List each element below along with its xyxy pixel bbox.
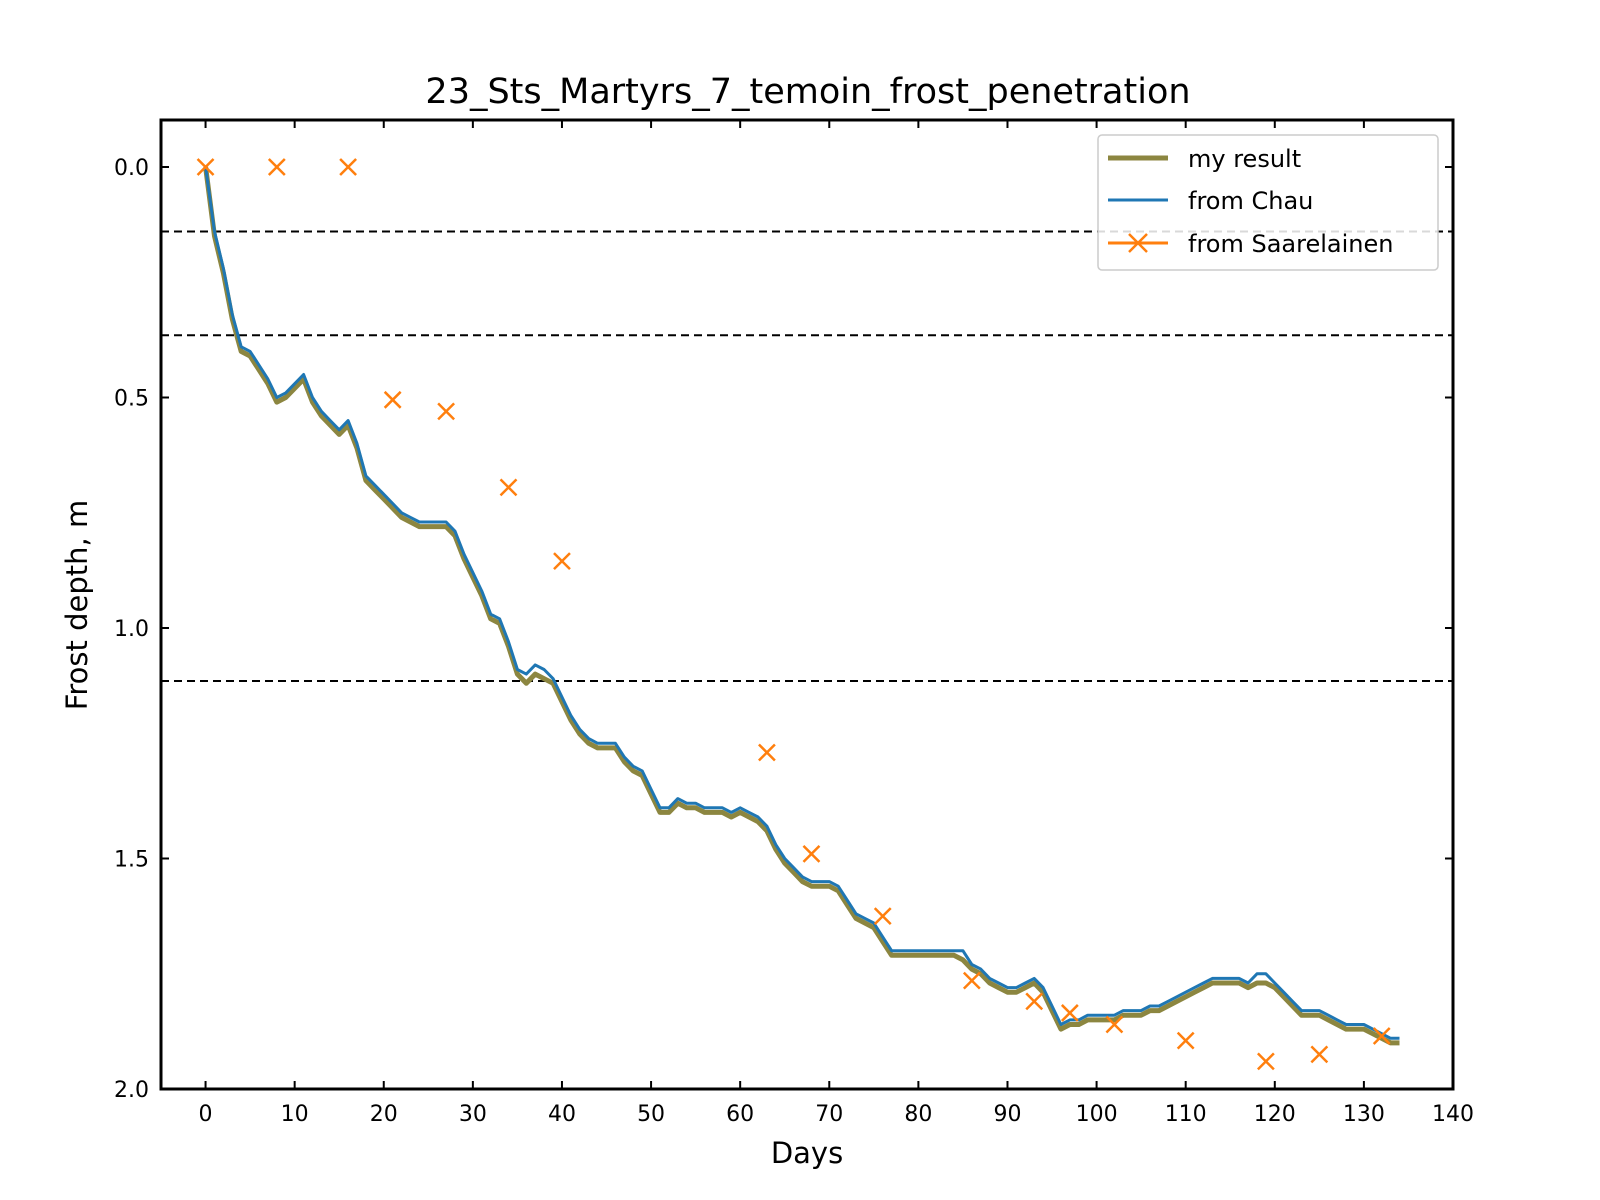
x-axis-title: Days: [771, 1136, 843, 1170]
y-axis: 0.0 0.5 1.0 1.5 2.0: [114, 156, 1453, 1103]
y-tick-label-0: 0.0: [114, 156, 149, 181]
data-point-from-saarelainen-8: [802, 845, 821, 863]
x-tick-label-130: 130: [1343, 1102, 1385, 1127]
data-point-from-saarelainen-6: [553, 552, 571, 571]
x-tick-label-90: 90: [993, 1102, 1021, 1127]
legend-box: [1097, 134, 1439, 271]
data-point-from-saarelainen-9: [873, 907, 892, 926]
data-point-from-saarelainen-7: [758, 743, 776, 762]
x-axis: 0 10 20 30 40 50 60 70 80 90 100 110 120 130 140: [199, 120, 1474, 1127]
series-layer: [196, 158, 1400, 1071]
x-tick-label-140: 140: [1432, 1102, 1474, 1127]
legend: my result from Chau from Saarelainen: [1097, 134, 1439, 271]
x-tick-label-40: 40: [548, 1102, 576, 1127]
data-point-from-saarelainen-16: [1310, 1045, 1329, 1064]
y-tick-label-3: 1.5: [114, 848, 149, 873]
data-point-from-saarelainen-11: [1025, 992, 1044, 1011]
legend-label-from-chau: from Chau: [1188, 187, 1313, 215]
x-tick-label-10: 10: [281, 1102, 309, 1127]
x-tick-label-70: 70: [815, 1102, 843, 1127]
data-point-from-saarelainen-10: [962, 971, 981, 990]
series-line-my-result: [203, 166, 1400, 1046]
data-point-from-saarelainen-17: [1372, 1027, 1391, 1045]
x-tick-label-100: 100: [1076, 1102, 1118, 1127]
x-tick-label-80: 80: [904, 1102, 932, 1127]
legend-label-my-result: my result: [1188, 145, 1301, 173]
data-point-from-saarelainen-3: [383, 390, 402, 409]
data-point-from-saarelainen-14: [1176, 1031, 1195, 1050]
data-point-from-saarelainen-2: [339, 158, 358, 176]
data-point-from-saarelainen-5: [499, 478, 518, 497]
y-tick-label-4: 2.0: [114, 1078, 149, 1103]
y-tick-label-2: 1.0: [114, 617, 149, 642]
x-tick-label-110: 110: [1165, 1102, 1207, 1127]
legend-x-marker-icon: [1128, 233, 1148, 253]
data-point-from-saarelainen-15: [1256, 1052, 1275, 1071]
legend-label-from-saarelainen: from Saarelainen: [1188, 230, 1393, 258]
x-tick-label-60: 60: [726, 1102, 754, 1127]
data-point-from-saarelainen-12: [1060, 1004, 1079, 1022]
data-point-from-saarelainen-0: [196, 158, 215, 176]
x-tick-label-120: 120: [1254, 1102, 1296, 1127]
y-tick-label-1: 0.5: [114, 387, 149, 412]
x-tick-label-0: 0: [199, 1102, 213, 1127]
chart-title: 23_Sts_Martyrs_7_temoin_frost_penetratio…: [425, 72, 1190, 112]
x-tick-label-30: 30: [459, 1102, 487, 1127]
data-point-from-saarelainen-4: [437, 402, 456, 421]
series-line-from-chau: [204, 166, 1400, 1040]
plot-frame: [159, 118, 1455, 1091]
y-axis-title: Frost depth, m: [60, 500, 94, 710]
x-tick-label-50: 50: [637, 1102, 665, 1127]
x-tick-label-20: 20: [370, 1102, 398, 1127]
data-point-from-saarelainen-1: [267, 158, 286, 176]
data-point-from-saarelainen-13: [1105, 1015, 1124, 1034]
reference-lines: [161, 230, 1453, 683]
